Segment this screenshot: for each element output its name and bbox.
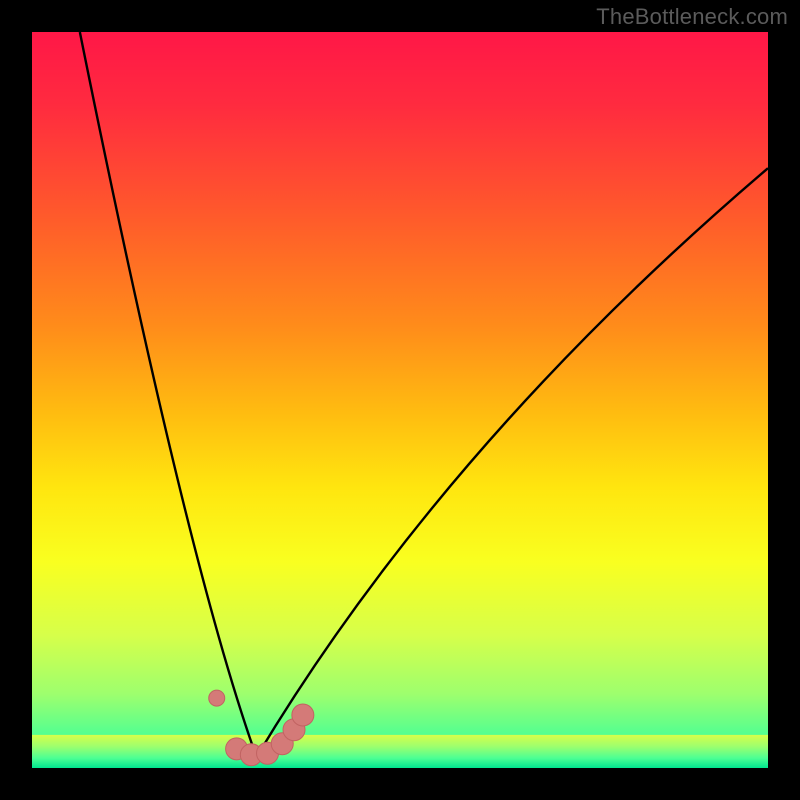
watermark-text: TheBottleneck.com xyxy=(596,4,788,30)
optimal-band xyxy=(32,735,768,768)
chart-svg xyxy=(0,0,800,800)
marker-dot xyxy=(292,704,314,726)
bottleneck-chart: TheBottleneck.com xyxy=(0,0,800,800)
marker-dot xyxy=(209,690,225,706)
plot-area xyxy=(32,32,768,768)
